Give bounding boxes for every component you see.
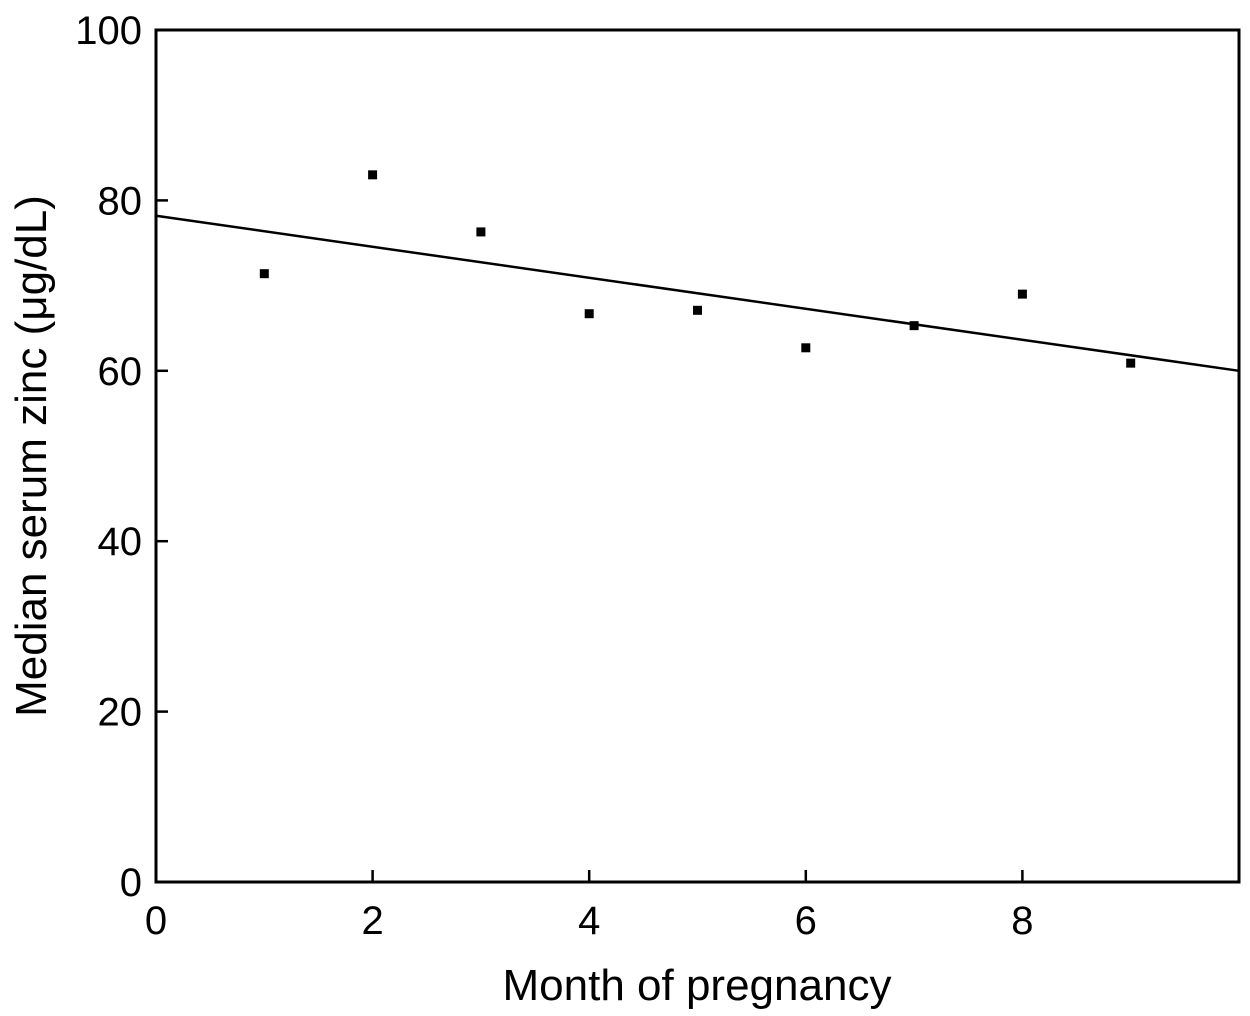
y-axis-label: Median serum zinc (μg/dL) bbox=[7, 195, 56, 717]
data-point bbox=[259, 269, 269, 279]
data-point bbox=[584, 309, 594, 319]
data-point bbox=[368, 170, 378, 180]
x-axis-ticks: 0 2 4 6 8 bbox=[145, 870, 1034, 943]
x-axis-label: Month of pregnancy bbox=[503, 961, 892, 1010]
x-tick-label: 6 bbox=[795, 899, 817, 943]
data-point bbox=[693, 305, 702, 315]
y-axis-ticks: 0 20 40 60 80 100 bbox=[75, 9, 168, 905]
x-tick-label: 0 bbox=[145, 899, 167, 943]
data-point bbox=[476, 227, 486, 237]
data-point bbox=[1126, 358, 1136, 368]
x-tick-label: 4 bbox=[578, 899, 600, 943]
trend-line bbox=[155, 214, 1240, 373]
data-point bbox=[909, 321, 919, 331]
y-tick-label: 0 bbox=[120, 861, 142, 905]
y-tick-label: 80 bbox=[98, 179, 143, 223]
plot-frame bbox=[154, 28, 1241, 884]
y-tick-label: 40 bbox=[98, 520, 143, 564]
y-tick-label: 100 bbox=[75, 9, 142, 53]
x-tick-label: 8 bbox=[1011, 899, 1033, 943]
y-tick-label: 20 bbox=[98, 691, 143, 735]
y-tick-label: 60 bbox=[98, 350, 143, 394]
data-point bbox=[801, 343, 811, 353]
x-tick-label: 2 bbox=[361, 899, 383, 943]
data-points bbox=[259, 170, 1136, 368]
data-point bbox=[1017, 289, 1027, 299]
